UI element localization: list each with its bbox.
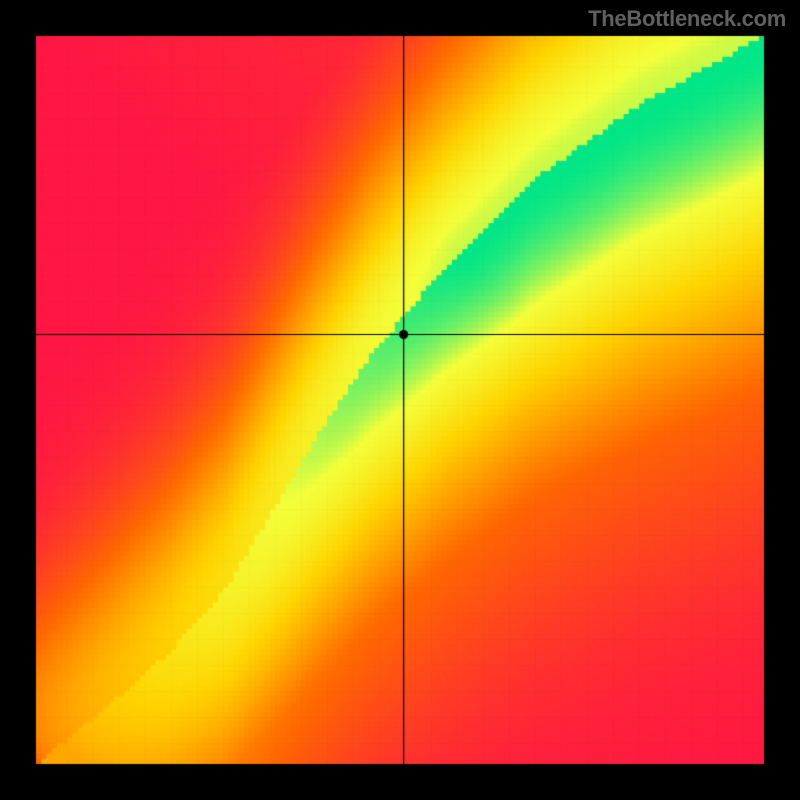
chart-container: TheBottleneck.com <box>0 0 800 800</box>
bottleneck-heatmap-canvas <box>0 0 800 800</box>
watermark-text: TheBottleneck.com <box>588 6 786 32</box>
